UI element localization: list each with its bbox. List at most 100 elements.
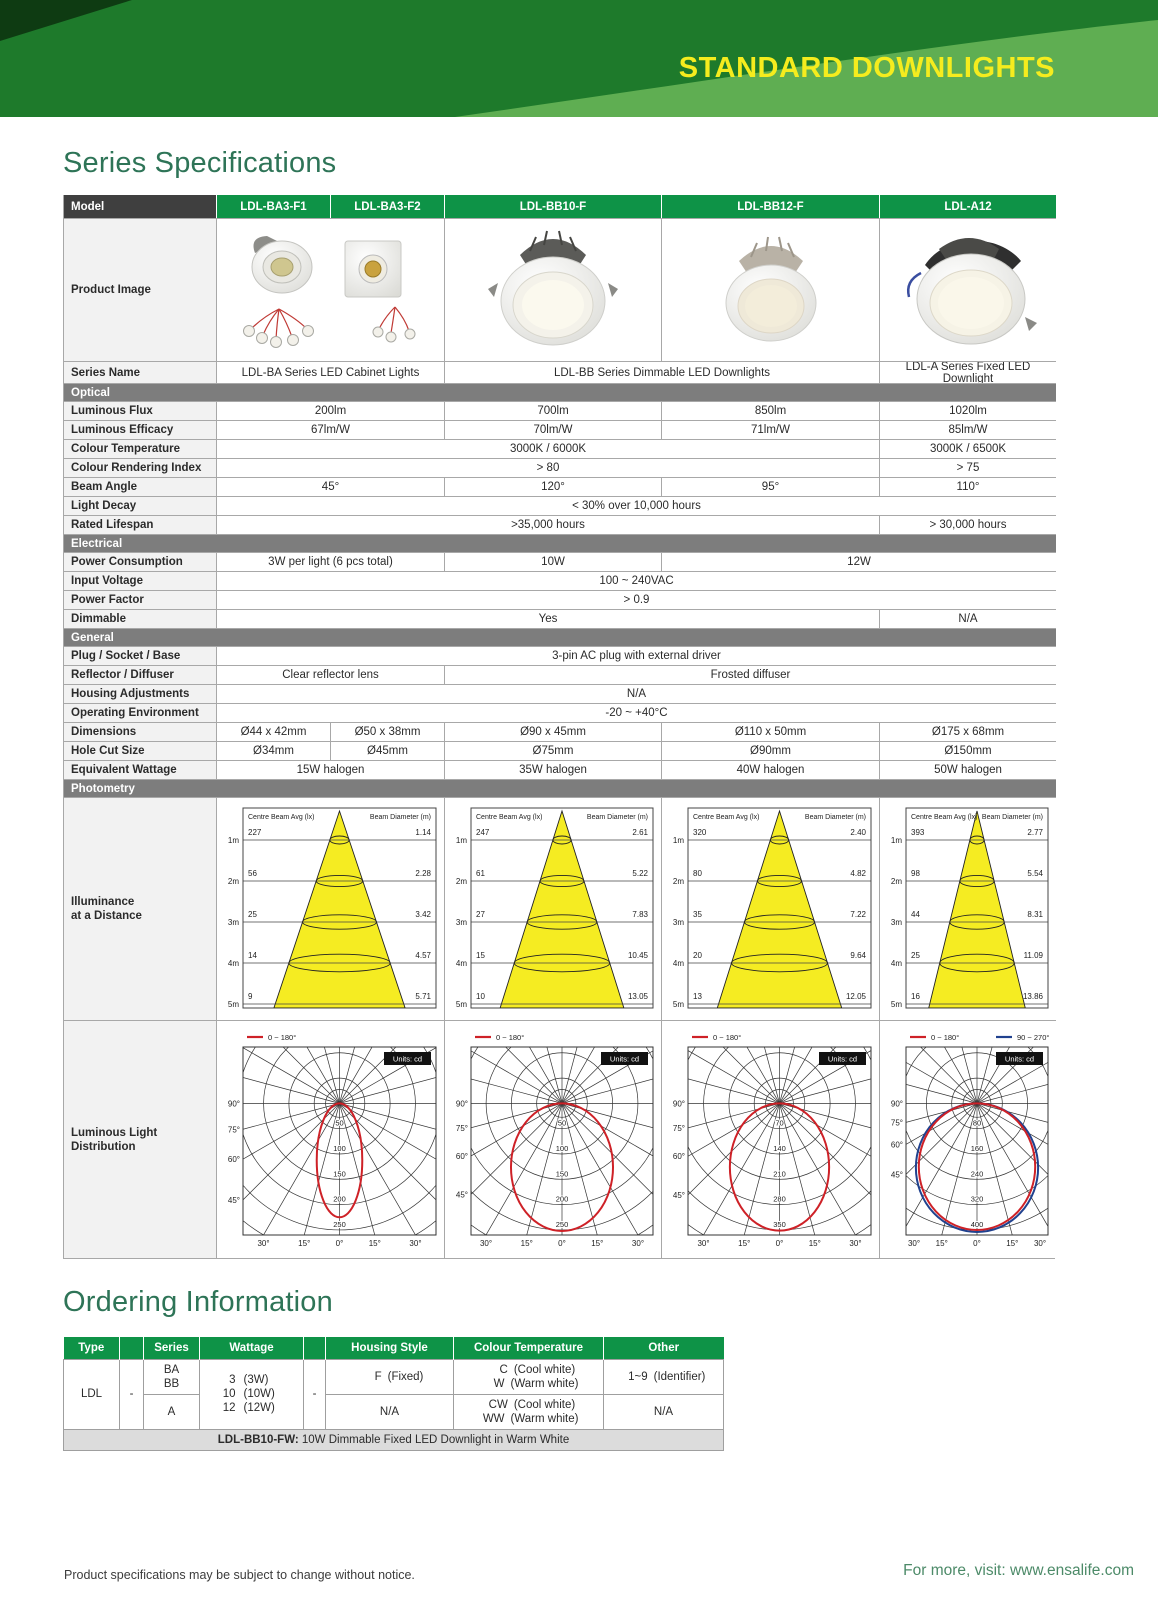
- footer-website-link[interactable]: For more, visit: www.ensalife.com: [903, 1562, 1134, 1579]
- product-image-label: Product Image: [64, 218, 216, 361]
- section-bar-electrical: Electrical: [64, 534, 1056, 552]
- svg-text:4m: 4m: [456, 959, 467, 968]
- value-beam-angle-4: 110°: [879, 477, 1056, 496]
- row-label-dimensions: Dimensions: [64, 722, 216, 741]
- ordering-other-identifier-cell: 1~9 (Identifier): [603, 1358, 724, 1395]
- svg-text:2.40: 2.40: [850, 828, 866, 837]
- ordering-wattage-cell: 3 (3W) 10 (10W) 12 (12W): [199, 1358, 304, 1430]
- illuminance-chart-ldl-bb10: Centre Beam Avg (lx) Beam Diameter (m) 1m 2…: [444, 797, 661, 1020]
- svg-text:280: 280: [773, 1195, 786, 1204]
- svg-text:4m: 4m: [891, 959, 902, 968]
- svg-text:45°: 45°: [891, 1170, 903, 1179]
- svg-text:2m: 2m: [891, 877, 902, 886]
- model-header-ldl-a12: LDL-A12: [879, 195, 1056, 218]
- svg-text:15°: 15°: [738, 1239, 750, 1248]
- illuminance-cone-chart-ldl-a12: Centre Beam Avg (lx) Beam Diameter (m) 1m 3…: [891, 807, 1049, 1009]
- svg-text:75°: 75°: [228, 1125, 240, 1134]
- colour-label-cool-white: (Cool white): [513, 1363, 576, 1376]
- ordering-type-cell: LDL: [63, 1358, 120, 1430]
- ordering-housing-na-cell: N/A: [325, 1393, 454, 1430]
- svg-text:0°: 0°: [336, 1239, 344, 1248]
- svg-text:Centre Beam Avg (lx): Centre Beam Avg (lx): [248, 814, 314, 821]
- svg-text:100: 100: [333, 1144, 346, 1153]
- svg-text:10: 10: [476, 992, 485, 1001]
- value-plug-socket-base-1: 3-pin AC plug with external driver: [216, 646, 1056, 665]
- value-luminous-flux-3: 850lm: [661, 401, 879, 420]
- illuminance-chart-ldl-ba: Centre Beam Avg (lx) Beam Diameter (m) 1m 2…: [216, 797, 444, 1020]
- svg-text:90°: 90°: [228, 1099, 240, 1108]
- svg-text:30°: 30°: [908, 1239, 920, 1248]
- svg-text:98: 98: [911, 869, 920, 878]
- ordering-example-cell: LDL-BB10-FW: 10W Dimmable Fixed LED Down…: [63, 1428, 724, 1451]
- svg-text:90°: 90°: [673, 1099, 685, 1108]
- svg-text:1m: 1m: [228, 836, 239, 845]
- svg-text:13: 13: [693, 992, 702, 1001]
- svg-text:4.82: 4.82: [850, 869, 866, 878]
- svg-text:247: 247: [476, 828, 490, 837]
- model-header-ldl-ba3-f1: LDL-BA3-F1: [216, 195, 330, 218]
- svg-text:25: 25: [911, 951, 920, 960]
- svg-text:60°: 60°: [456, 1152, 468, 1161]
- svg-text:5.54: 5.54: [1027, 869, 1043, 878]
- value-luminous-flux-1: 200lm: [216, 401, 444, 420]
- svg-text:15°: 15°: [591, 1239, 603, 1248]
- wattage-label-3w: (3W): [243, 1374, 269, 1386]
- svg-text:4m: 4m: [228, 959, 239, 968]
- svg-text:2m: 2m: [228, 877, 239, 886]
- svg-text:5m: 5m: [456, 1000, 467, 1009]
- other-code-1-9: 1~9: [628, 1370, 648, 1383]
- row-label-power-factor: Power Factor: [64, 590, 216, 609]
- ordering-header-other: Other: [603, 1337, 724, 1359]
- banner-graphic: [0, 0, 1158, 117]
- row-label-power-consumption: Power Consumption: [64, 552, 216, 571]
- polar-distribution-chart-ldl-ba: 50 100 150 200 250 Units: cd 0 ~ 180° 90° 75° 60°…: [228, 1033, 437, 1248]
- svg-text:5.71: 5.71: [415, 992, 431, 1001]
- section-bar-general: General: [64, 628, 1056, 646]
- value-equivalent-wattage-1: 15W halogen: [216, 760, 444, 779]
- section-bar-optical: Optical: [64, 383, 1056, 401]
- svg-text:15°: 15°: [298, 1239, 310, 1248]
- svg-text:Units: cd: Units: cd: [828, 1055, 857, 1064]
- housing-code-f: F: [374, 1370, 382, 1383]
- illuminance-chart-ldl-bb12: Centre Beam Avg (lx) Beam Diameter (m) 1m 3…: [661, 797, 879, 1020]
- colour-code-ww: WW: [482, 1412, 505, 1425]
- svg-text:2.28: 2.28: [415, 869, 431, 878]
- svg-text:12.05: 12.05: [846, 992, 867, 1001]
- value-beam-angle-3: 95°: [661, 477, 879, 496]
- svg-text:393: 393: [911, 828, 925, 837]
- model-header-ldl-ba3-f2: LDL-BA3-F2: [330, 195, 444, 218]
- svg-text:Beam Diameter (m): Beam Diameter (m): [587, 814, 648, 821]
- svg-text:Centre Beam Avg (lx): Centre Beam Avg (lx): [476, 814, 542, 821]
- series-option-bb: BB: [163, 1377, 180, 1390]
- svg-text:13.86: 13.86: [1023, 992, 1044, 1001]
- svg-text:140: 140: [773, 1144, 786, 1153]
- distribution-chart-ldl-ba: 50 100 150 200 250 Units: cd 0 ~ 180° 90° 75° 60°…: [216, 1020, 444, 1258]
- series-name-label: Series Name: [64, 361, 216, 383]
- row-label-beam-angle: Beam Angle: [64, 477, 216, 496]
- svg-text:60°: 60°: [891, 1140, 903, 1149]
- distribution-chart-ldl-a12: 80 160 240 320 400 Units: cd 0 ~ 180° 90 ~ 270°…: [879, 1020, 1056, 1258]
- value-hole-cut-size-1: Ø34mm: [216, 741, 330, 760]
- value-colour-rendering-index-2: > 75: [879, 458, 1056, 477]
- value-equivalent-wattage-2: 35W halogen: [444, 760, 661, 779]
- value-hole-cut-size-2: Ø45mm: [330, 741, 444, 760]
- distribution-chart-ldl-bb10: 50 100 150 200 250 Units: cd 0 ~ 180° 90° 75° 60°…: [444, 1020, 661, 1258]
- value-luminous-efficacy-4: 85lm/W: [879, 420, 1056, 439]
- svg-text:15°: 15°: [809, 1239, 821, 1248]
- product-image-ldl-bb12-f-downlight: [661, 218, 879, 361]
- ordering-information-table: Type Series Wattage Housing Style Colour…: [63, 1337, 724, 1451]
- row-label-hole-cut-size: Hole Cut Size: [64, 741, 216, 760]
- svg-text:5m: 5m: [891, 1000, 902, 1009]
- ordering-information-heading: Ordering Information: [63, 1286, 333, 1318]
- ordering-row-1: LDL - BA BB 3 (3W) 10 (10W) 12 (12W) - F (Fi…: [63, 1358, 724, 1430]
- value-dimensions-3: Ø90 x 45mm: [444, 722, 661, 741]
- svg-text:250: 250: [333, 1220, 346, 1229]
- svg-text:20: 20: [693, 951, 702, 960]
- series-name-2: LDL-BB Series Dimmable LED Downlights: [444, 361, 879, 383]
- svg-text:70: 70: [775, 1119, 783, 1128]
- row-label-light-decay: Light Decay: [64, 496, 216, 515]
- model-header-ldl-bb12-f: LDL-BB12-F: [661, 195, 879, 218]
- ordering-header-spacer1: [119, 1337, 144, 1359]
- value-luminous-efficacy-1: 67lm/W: [216, 420, 444, 439]
- row-label-housing-adjustments: Housing Adjustments: [64, 684, 216, 703]
